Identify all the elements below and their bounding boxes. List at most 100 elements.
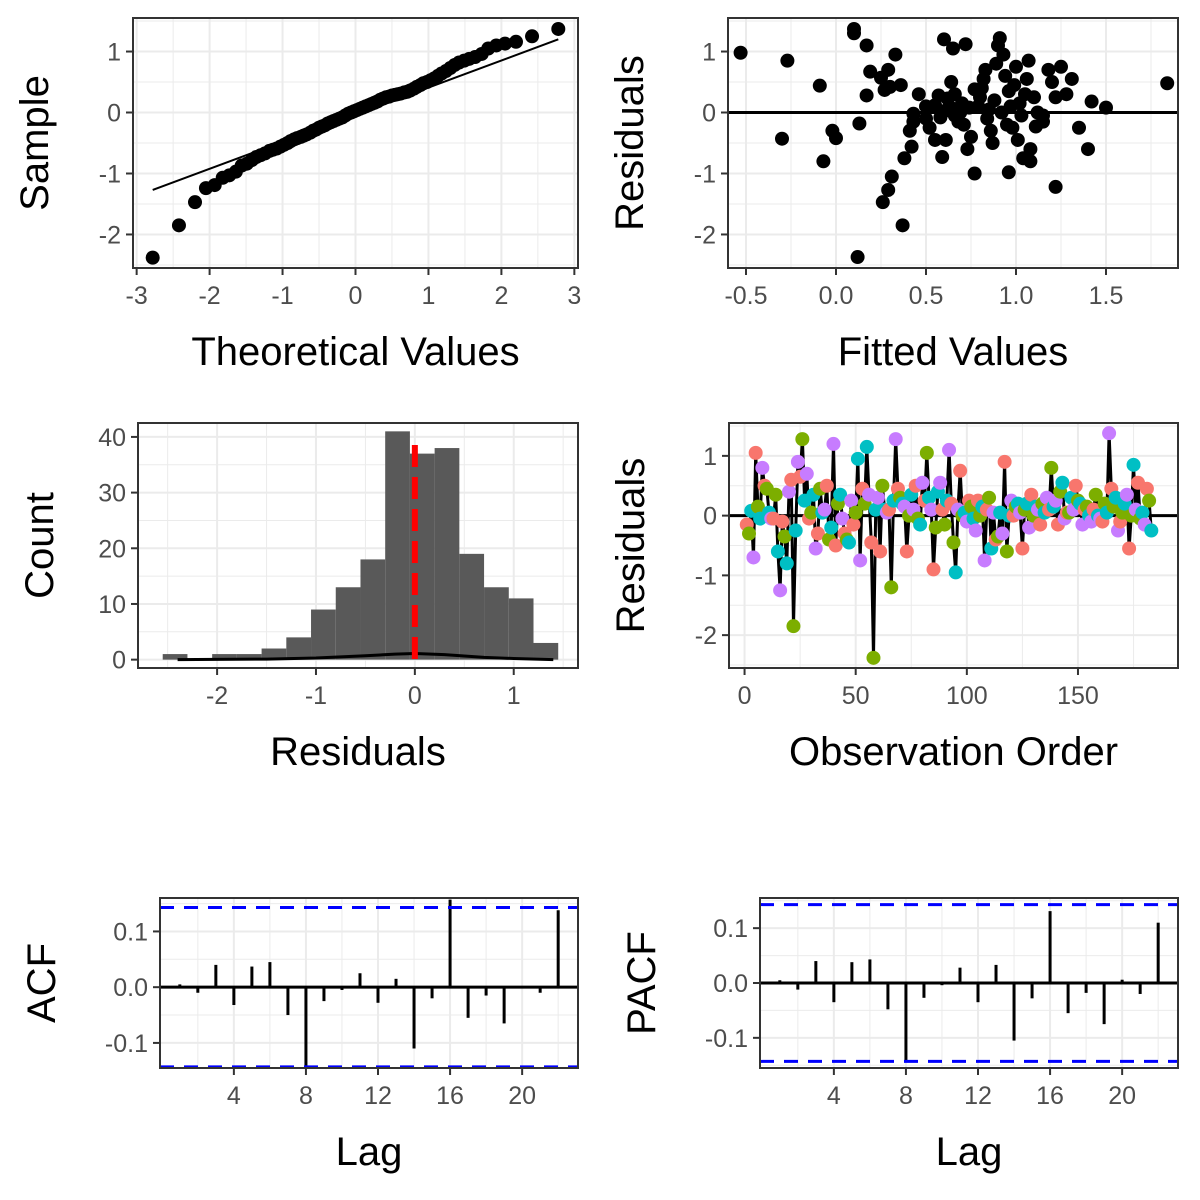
- residual-point: [875, 195, 890, 210]
- x-tick-label: 100: [946, 682, 988, 710]
- panel-pacf: 4 8 12 16 20 -0.1 0.0 0.1 Lag PACF: [620, 897, 1179, 1174]
- order-point: [937, 517, 952, 532]
- y-tick-label: -2: [694, 221, 716, 249]
- x-tick-label: 16: [436, 1082, 464, 1110]
- order-point: [790, 454, 805, 469]
- residual-point: [816, 154, 831, 169]
- x-axis-title: Residuals: [270, 730, 446, 774]
- x-tick-label: 0.0: [819, 282, 854, 310]
- residual-point: [884, 169, 899, 184]
- residual-point: [1045, 75, 1059, 90]
- residual-point: [1048, 90, 1063, 105]
- order-point: [933, 475, 948, 490]
- axes-qq: -3 -2 -1 0 1 2 3 -2 -1 0 1 Theoretical Values Sample: [13, 39, 581, 374]
- y-tick-label: -0.1: [105, 1030, 148, 1058]
- residual-point: [937, 32, 951, 47]
- x-axis-title: Observation Order: [789, 730, 1118, 774]
- order-point: [786, 619, 801, 634]
- order-point: [799, 466, 814, 481]
- residual-point: [938, 132, 953, 147]
- grid: [133, 18, 578, 268]
- qq-point: [171, 218, 186, 233]
- x-tick-label: -0.5: [724, 282, 767, 310]
- order-point: [782, 484, 797, 499]
- qq-point: [508, 34, 523, 49]
- x-tick-label: 2: [494, 282, 508, 310]
- order-point: [742, 526, 757, 541]
- marks-resid_fitted: [728, 21, 1178, 265]
- order-point: [833, 487, 848, 502]
- histogram-bar: [484, 587, 509, 660]
- order-point: [1088, 487, 1103, 502]
- residual-point: [1021, 53, 1036, 68]
- x-tick-label: -2: [198, 282, 220, 310]
- residual-point: [893, 78, 908, 93]
- qq-point: [551, 21, 566, 36]
- order-point: [1142, 493, 1157, 508]
- panel-border: [727, 17, 1179, 269]
- order-point: [1044, 460, 1059, 475]
- y-tick-label: 0: [702, 100, 716, 128]
- x-tick-label: 16: [1036, 1082, 1064, 1110]
- residual-point: [992, 31, 1007, 46]
- residual-point: [1027, 90, 1041, 105]
- x-tick-label: 8: [299, 1082, 313, 1110]
- x-tick-label: 4: [827, 1082, 841, 1110]
- histogram-bar: [162, 654, 188, 660]
- order-point: [926, 562, 941, 577]
- y-tick-label: -1: [695, 562, 717, 590]
- residual-point: [964, 129, 978, 144]
- order-point: [859, 439, 874, 454]
- x-tick-label: 1.0: [999, 282, 1034, 310]
- x-tick-label: 1: [507, 682, 521, 710]
- residual-point: [996, 47, 1011, 62]
- residual-point: [852, 116, 867, 131]
- order-point: [808, 541, 823, 556]
- histogram-bar: [385, 431, 410, 660]
- residual-point: [904, 139, 919, 154]
- order-point: [1102, 426, 1117, 441]
- order-point: [999, 544, 1014, 559]
- residual-point: [850, 250, 865, 265]
- residual-point: [1084, 94, 1099, 109]
- order-point: [1122, 541, 1137, 556]
- order-point: [842, 535, 857, 550]
- x-tick-label: -1: [305, 682, 327, 710]
- order-point: [848, 505, 863, 520]
- order-point: [1068, 478, 1083, 493]
- residual-point: [985, 136, 1000, 150]
- order-point: [817, 502, 832, 517]
- residual-point: [1059, 87, 1074, 102]
- histogram-bar: [335, 587, 361, 660]
- histogram-bar: [212, 654, 237, 660]
- order-point: [924, 502, 939, 517]
- residual-point: [983, 123, 998, 138]
- order-point: [850, 451, 865, 466]
- order-point: [824, 520, 839, 535]
- density-curve: [177, 651, 554, 662]
- panel-background: [160, 898, 578, 1068]
- residual-point: [829, 131, 843, 146]
- residual-point: [847, 26, 861, 41]
- y-tick-label: 20: [98, 535, 126, 563]
- residual-point: [1081, 142, 1095, 157]
- y-tick-label: 1: [702, 39, 716, 67]
- y-tick-label: -2: [99, 221, 121, 249]
- panel-resid_fitted: -0.5 0.0 0.5 1.0 1.5 -2 -1 0 1 Fitted Values Resid…: [608, 17, 1179, 374]
- order-point: [1022, 520, 1037, 535]
- marks-pacf: [760, 903, 1178, 1063]
- x-tick-label: 20: [1108, 1082, 1136, 1110]
- order-point: [982, 490, 997, 505]
- y-tick-label: 30: [98, 480, 126, 508]
- order-point: [888, 432, 903, 447]
- histogram-bar: [261, 648, 287, 660]
- order-point: [770, 544, 785, 559]
- order-point: [768, 487, 783, 502]
- order-point: [746, 550, 761, 565]
- order-point: [826, 436, 841, 451]
- x-axis-title: Lag: [936, 1130, 1003, 1174]
- histogram-bar: [434, 448, 460, 660]
- residual-point: [987, 93, 1002, 108]
